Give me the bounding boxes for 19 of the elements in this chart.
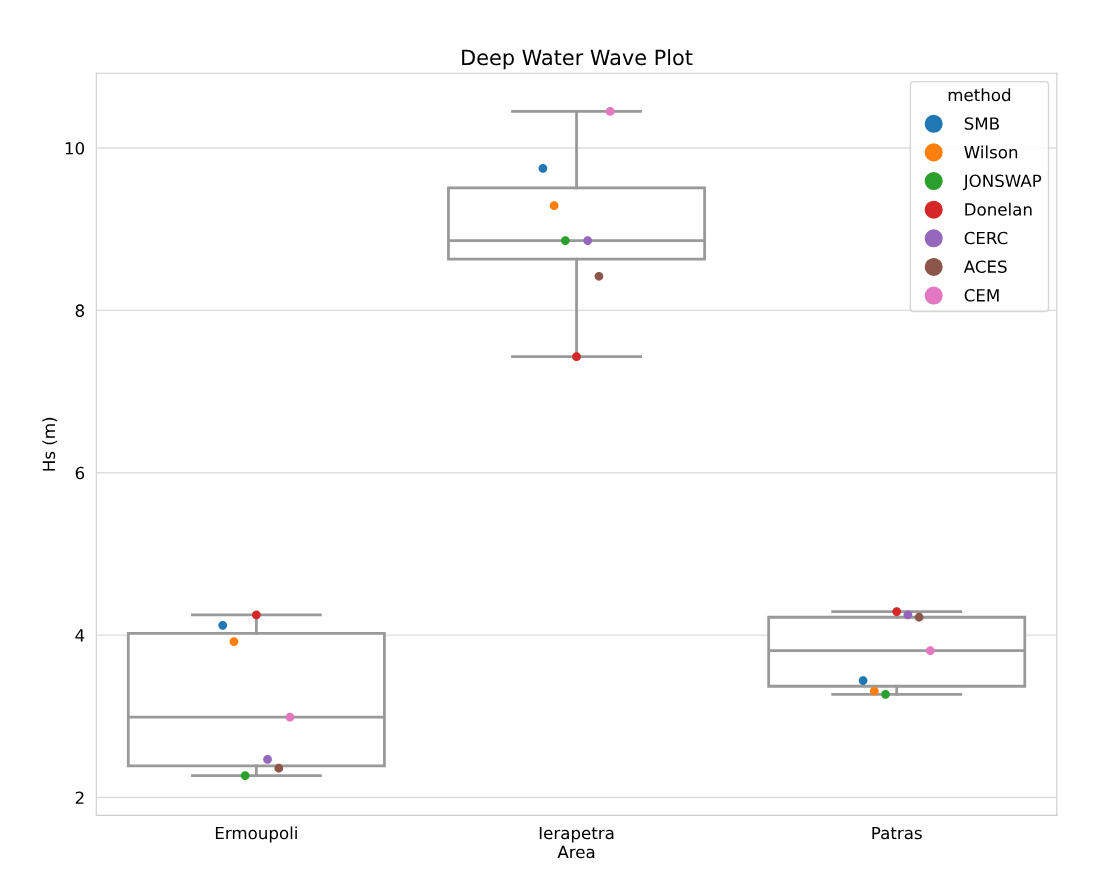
y-axis-title: Hs (m) xyxy=(42,417,58,471)
legend-label: CEM xyxy=(964,289,999,302)
legend-label: JONSWAP xyxy=(962,174,1042,191)
y-tick-label: 8 xyxy=(75,304,85,317)
x-tick-label: Ierapetra xyxy=(539,826,614,843)
y-tick-label: 6 xyxy=(75,466,85,480)
x-tick-label: Patras xyxy=(872,826,922,840)
y-tick-label: 10 xyxy=(65,141,85,155)
x-tick-label: Ermoupoli xyxy=(215,826,297,843)
legend-label: ACES xyxy=(963,260,1007,273)
legend-label: Donelan xyxy=(965,202,1032,216)
x-axis-title: Area xyxy=(557,845,595,859)
legend-title: method xyxy=(948,88,1011,102)
y-tick-label: 2 xyxy=(75,791,84,804)
legend-label: CERC xyxy=(964,231,1008,245)
legend-label: Wilson xyxy=(964,145,1018,159)
legend-label: SMB xyxy=(964,117,999,130)
chart-title: Deep Water Wave Plot xyxy=(462,49,693,70)
y-tick-label: 4 xyxy=(75,629,85,642)
